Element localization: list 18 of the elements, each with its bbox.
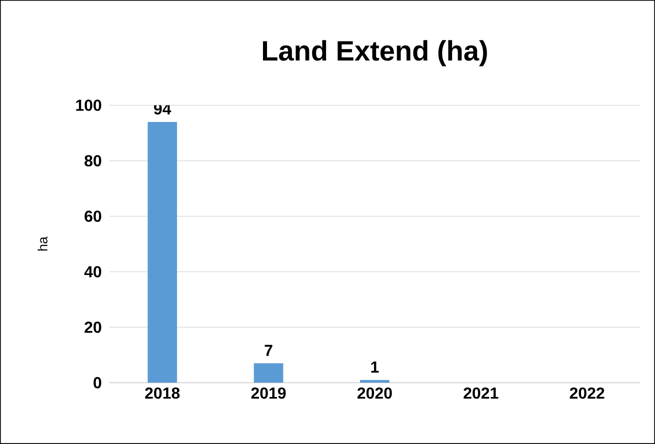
y-tick-label: 40: [84, 266, 102, 278]
x-tick-label: 2019: [251, 387, 286, 399]
bar: [360, 380, 390, 383]
x-tick-label: 2022: [570, 387, 604, 399]
y-tick-label: 20: [84, 322, 102, 333]
y-tick-label: 60: [84, 210, 102, 222]
chart-title: Land Extend (ha): [262, 40, 487, 66]
y-axis-title: ha: [38, 236, 48, 250]
y-tick-label: 100: [76, 100, 102, 111]
x-tick-label: 2021: [464, 387, 498, 399]
data-label: 1: [371, 362, 379, 373]
y-tick-label: 80: [84, 155, 102, 166]
data-label: 7: [264, 344, 272, 356]
y-tick-label: 0: [94, 377, 102, 388]
x-tick-label: 2020: [357, 387, 392, 399]
bar: [254, 363, 284, 383]
x-tick-label: 2018: [145, 387, 180, 399]
bar: [148, 122, 178, 383]
